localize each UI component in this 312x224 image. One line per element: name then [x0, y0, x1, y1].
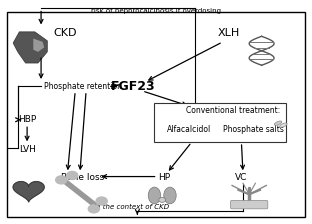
FancyBboxPatch shape: [154, 103, 286, 142]
Ellipse shape: [274, 121, 282, 125]
Polygon shape: [13, 182, 44, 202]
FancyBboxPatch shape: [7, 12, 305, 217]
Text: Phosphate retention: Phosphate retention: [44, 82, 122, 91]
Text: VC: VC: [235, 173, 248, 182]
Text: FGF23: FGF23: [110, 80, 155, 93]
Circle shape: [66, 171, 78, 179]
Text: Alfacalcidol: Alfacalcidol: [167, 125, 211, 134]
Circle shape: [88, 205, 100, 213]
Ellipse shape: [148, 187, 161, 204]
Circle shape: [56, 176, 67, 184]
Text: in the context of CKD: in the context of CKD: [94, 204, 169, 210]
Ellipse shape: [164, 187, 176, 204]
FancyBboxPatch shape: [231, 200, 268, 209]
Text: Bone loss: Bone loss: [61, 173, 105, 182]
Text: HP: HP: [158, 173, 170, 182]
Text: Phosphate depletion: Phosphate depletion: [192, 104, 271, 113]
Polygon shape: [13, 32, 47, 63]
Ellipse shape: [159, 198, 166, 202]
Polygon shape: [33, 39, 44, 52]
Text: risk of nephrocalcinosis if overdosing: risk of nephrocalcinosis if overdosing: [91, 8, 221, 14]
Ellipse shape: [280, 123, 287, 127]
Circle shape: [96, 197, 107, 205]
Text: CKD: CKD: [53, 28, 77, 38]
Text: Conventional treatment:: Conventional treatment:: [186, 106, 280, 115]
Text: HBP: HBP: [18, 115, 36, 124]
Text: LVH: LVH: [19, 145, 36, 154]
Text: Phosphate salts: Phosphate salts: [223, 125, 284, 134]
Text: XLH: XLH: [218, 28, 240, 38]
